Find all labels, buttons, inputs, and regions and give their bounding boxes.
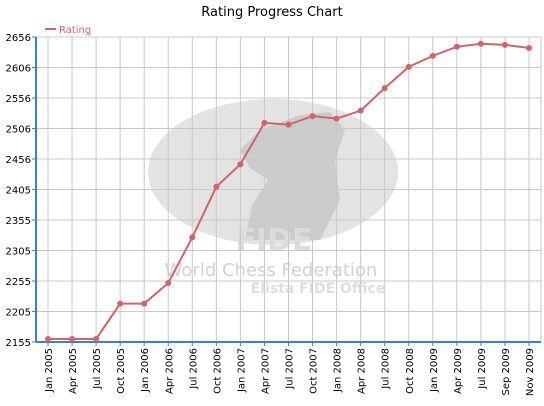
data-point xyxy=(93,335,100,342)
data-point xyxy=(117,300,124,307)
legend: Rating xyxy=(45,25,91,36)
data-point xyxy=(237,161,244,168)
y-tick-label: 2255 xyxy=(6,277,31,288)
data-point xyxy=(357,107,364,114)
data-point xyxy=(213,183,220,190)
data-point xyxy=(405,63,412,70)
watermark-federation: World Chess Federation xyxy=(165,260,378,281)
x-tick-label: Jan 2008 xyxy=(333,348,344,393)
fide-watermark: FIDE World Chess Federation Elista FIDE … xyxy=(148,99,398,297)
x-tick-label: Apr 2005 xyxy=(68,348,79,394)
data-point xyxy=(165,279,172,286)
chart-title: Rating Progress Chart xyxy=(201,5,342,20)
x-tick-label: Apr 2009 xyxy=(453,348,464,394)
x-tick-label: Apr 2007 xyxy=(260,348,271,394)
y-tick-label: 2155 xyxy=(6,338,31,349)
legend-label: Rating xyxy=(59,25,91,36)
x-tick-label: Jan 2006 xyxy=(140,348,151,393)
y-tick-label: 2506 xyxy=(6,125,31,136)
y-tick-label: 2456 xyxy=(6,155,31,166)
x-tick-label: Jul 2009 xyxy=(477,348,488,390)
x-tick-label: Jan 2007 xyxy=(236,348,247,393)
x-tick-label: Nov 2009 xyxy=(525,348,536,396)
data-point xyxy=(261,119,268,126)
data-point xyxy=(477,40,484,47)
y-tick-labels: 2155 2205 2255 2305 2355 2405 2456 2506 2556 2606… xyxy=(6,33,31,349)
x-tick-label: Jan 2009 xyxy=(429,348,440,393)
data-point xyxy=(309,113,316,120)
data-point xyxy=(141,300,148,307)
x-tick-label: Jul 2005 xyxy=(92,348,103,390)
x-tick-labels: Jan 2005 Apr 2005 Jul 2005 Oct 2005 Jan 2006… xyxy=(44,348,536,396)
axes xyxy=(32,36,541,346)
grid xyxy=(36,36,542,343)
y-tick-label: 2355 xyxy=(6,216,31,227)
x-tick-label: Oct 2005 xyxy=(116,348,127,394)
y-tick-label: 2606 xyxy=(6,64,31,75)
data-point xyxy=(69,335,76,342)
x-tick-label: Oct 2006 xyxy=(212,348,223,394)
x-tick-label: Jul 2007 xyxy=(285,348,296,390)
x-tick-label: Oct 2008 xyxy=(405,348,416,394)
y-tick-label: 2405 xyxy=(6,186,31,197)
x-tick-label: Oct 2007 xyxy=(309,348,320,394)
watermark-knight-shape xyxy=(240,112,345,240)
data-point xyxy=(526,44,532,51)
x-tick-label: Jan 2005 xyxy=(44,348,55,393)
x-tick-label: Apr 2008 xyxy=(357,348,368,394)
series-rating xyxy=(45,40,532,342)
x-tick-label: Apr 2006 xyxy=(164,348,175,394)
data-point xyxy=(381,85,388,92)
watermark-office: Elista FIDE Office xyxy=(251,281,386,297)
y-tick-label: 2656 xyxy=(6,33,31,44)
watermark-fide: FIDE xyxy=(235,223,312,258)
data-point xyxy=(333,115,340,122)
data-point xyxy=(189,234,196,241)
data-point xyxy=(429,52,436,59)
y-tick-label: 2205 xyxy=(6,308,31,319)
y-tick-label: 2556 xyxy=(6,94,31,105)
data-point xyxy=(285,121,292,128)
x-tick-label: Jul 2006 xyxy=(188,348,199,390)
data-point xyxy=(45,335,51,342)
x-tick-label: Jul 2008 xyxy=(381,348,392,390)
x-tick-label: Sep 2009 xyxy=(501,348,512,395)
y-tick-label: 2305 xyxy=(6,247,31,258)
data-point xyxy=(453,43,460,50)
data-point xyxy=(501,41,508,48)
